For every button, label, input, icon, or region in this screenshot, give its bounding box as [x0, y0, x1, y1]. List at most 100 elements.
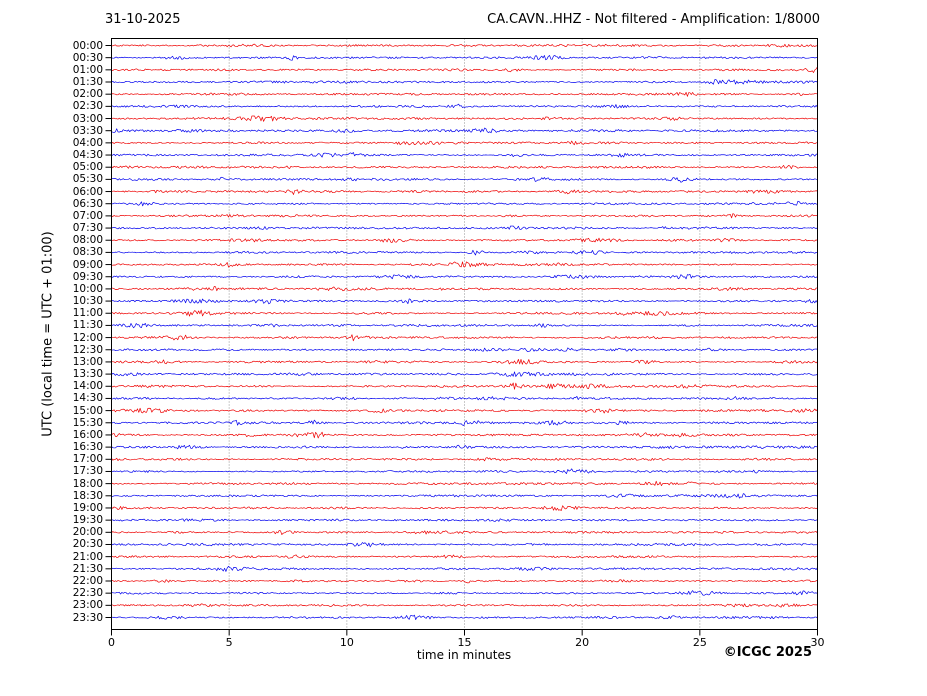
y-tick-label: 07:30: [72, 222, 103, 235]
y-tick-label: 21:30: [72, 562, 103, 575]
seismogram-trace: [111, 286, 818, 292]
seismogram-trace: [111, 358, 818, 365]
y-tick-label: 10:30: [72, 295, 103, 308]
x-tick-label: 30: [810, 636, 825, 649]
x-tick-label: 5: [225, 636, 233, 649]
y-tick-label: 11:00: [72, 307, 103, 320]
seismogram-trace: [111, 542, 818, 548]
x-axis-label: time in minutes: [416, 648, 512, 662]
seismogram-trace: [111, 347, 818, 352]
seismogram-trace: [111, 176, 818, 183]
seismogram-trace: [111, 371, 818, 377]
seismogram-trace: [111, 152, 818, 158]
station-title: CA.CAVN..HHZ - Not filtered - Amplificat…: [487, 12, 820, 27]
y-tick-label: 11:30: [72, 319, 103, 332]
y-tick-label: 05:30: [72, 173, 103, 186]
y-tick-label: 14:30: [72, 392, 103, 405]
plot-frame: [111, 38, 818, 630]
seismogram-trace: [111, 493, 818, 499]
seismogram-trace: [111, 614, 818, 620]
y-tick-label: 16:30: [72, 441, 103, 454]
y-tick-label: 13:30: [72, 368, 103, 381]
seismogram-trace: [111, 55, 818, 61]
seismogram-trace: [111, 225, 818, 230]
seismogram-trace: [111, 261, 818, 268]
x-tick-label: 0: [108, 636, 115, 649]
seismogram-trace: [111, 43, 818, 48]
seismogram-trace: [111, 457, 818, 462]
seismogram-trace: [111, 200, 818, 207]
seismogram-trace: [111, 565, 818, 572]
date-title: 31-10-2025: [105, 12, 181, 27]
y-tick-label: 05:00: [72, 161, 103, 174]
y-tick-label: 14:00: [72, 380, 103, 393]
y-tick-label: 09:30: [72, 270, 103, 283]
seismogram-trace: [111, 468, 818, 474]
y-tick-label: 15:30: [72, 416, 103, 429]
y-tick-label: 20:30: [72, 538, 103, 551]
seismogram-trace: [111, 237, 818, 243]
y-tick-label: 02:00: [72, 88, 103, 101]
y-tick-label: 23:30: [72, 611, 103, 624]
x-tick-label: 20: [575, 636, 590, 649]
seismogram-trace: [111, 298, 818, 305]
seismogram-trace: [111, 189, 818, 195]
y-tick-label: 08:00: [72, 234, 103, 247]
seismogram-trace: [111, 382, 818, 390]
y-tick-label: 01:00: [72, 63, 103, 76]
seismogram-trace: [111, 213, 818, 219]
seismogram-trace: [111, 444, 818, 450]
y-tick-label: 04:30: [72, 149, 103, 162]
y-tick-label: 22:30: [72, 587, 103, 600]
y-tick-label: 03:30: [72, 124, 103, 137]
seismogram-trace: [111, 590, 818, 596]
y-tick-label: 18:30: [72, 489, 103, 502]
y-tick-label: 08:30: [72, 246, 103, 259]
seismogram-trace: [111, 249, 818, 256]
seismogram-trace: [111, 115, 818, 122]
seismogram-trace: [111, 530, 818, 535]
y-tick-label: 13:00: [72, 355, 103, 368]
seismogram-trace: [111, 395, 818, 401]
y-tick-label: 12:00: [72, 331, 103, 344]
seismogram-trace: [111, 419, 818, 426]
seismogram-trace: [111, 407, 818, 414]
seismogram-trace: [111, 480, 818, 487]
seismogram-trace: [111, 309, 818, 317]
seismogram-trace: [111, 579, 818, 584]
y-tick-label: 22:00: [72, 574, 103, 587]
y-tick-label: 20:00: [72, 526, 103, 539]
x-tick-label: 25: [692, 636, 707, 649]
y-tick-label: 17:30: [72, 465, 103, 478]
y-tick-label: 10:00: [72, 282, 103, 295]
seismogram-trace: [111, 505, 818, 511]
y-tick-label: 17:00: [72, 453, 103, 466]
copyright-text: ©ICGC 2025: [723, 645, 812, 660]
y-tick-label: 19:00: [72, 501, 103, 514]
seismogram-trace: [111, 603, 818, 608]
x-tick-label: 10: [339, 636, 354, 649]
x-tick-label: 15: [457, 636, 472, 649]
y-tick-label: 15:00: [72, 404, 103, 417]
y-tick-label: 02:30: [72, 100, 103, 113]
y-tick-label: 21:00: [72, 550, 103, 563]
y-tick-label: 00:00: [72, 39, 103, 52]
y-tick-label: 06:30: [72, 197, 103, 210]
seismogram-trace: [111, 273, 818, 280]
y-tick-label: 09:00: [72, 258, 103, 271]
y-tick-label: 19:30: [72, 514, 103, 527]
y-tick-label: 06:00: [72, 185, 103, 198]
y-tick-label: 12:30: [72, 343, 103, 356]
seismogram-trace: [111, 79, 818, 85]
seismogram-trace: [111, 140, 818, 146]
seismogram-trace: [111, 518, 818, 522]
seismogram-trace: [111, 91, 818, 97]
seismogram-trace: [111, 431, 818, 439]
seismogram-trace: [111, 66, 818, 73]
y-tick-label: 00:30: [72, 51, 103, 64]
seismogram-trace: [111, 103, 818, 109]
y-tick-label: 04:00: [72, 136, 103, 149]
seismogram-trace: [111, 334, 818, 342]
